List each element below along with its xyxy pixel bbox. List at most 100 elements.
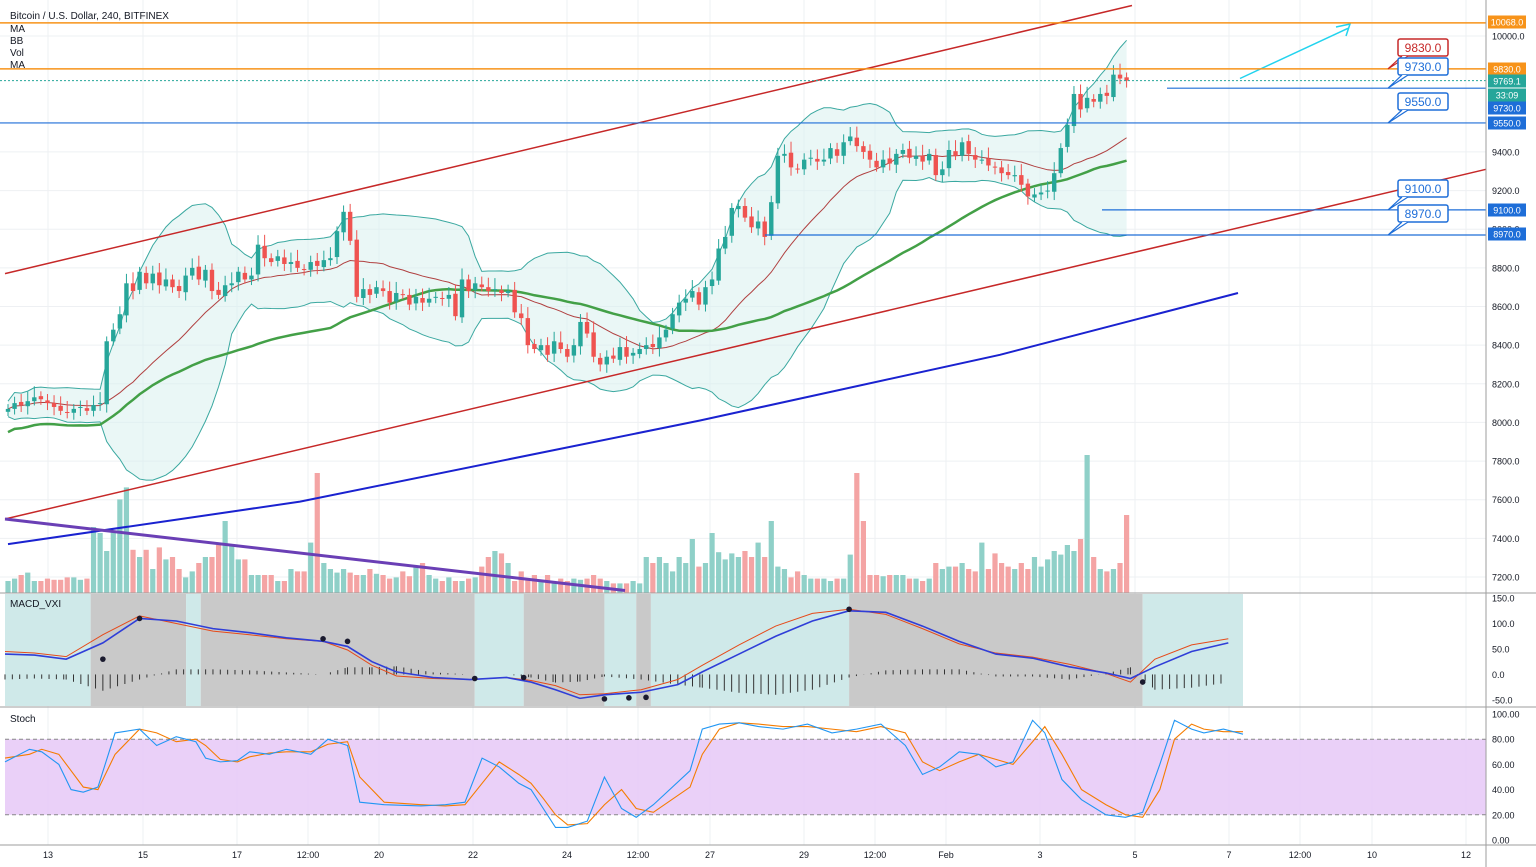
candle-body [453, 293, 458, 317]
candle-body [446, 294, 452, 299]
volume-bar [597, 578, 603, 593]
volume-bar [551, 583, 557, 593]
volume-bar [1110, 569, 1117, 593]
macd-shade-3 [200, 594, 475, 706]
price-tag-3: 33:09 [1496, 91, 1519, 101]
volume-bar [643, 557, 649, 593]
candle-body [282, 257, 287, 264]
volume-bar [1077, 539, 1084, 593]
volume-bar [788, 577, 794, 593]
indicator-bb[interactable]: BB [10, 36, 24, 47]
volume-bar [531, 575, 537, 593]
x-tick-2: 17 [232, 850, 242, 860]
candle-body [729, 207, 734, 236]
candle-body [78, 406, 83, 408]
macd-shade-8 [650, 594, 850, 706]
channel-upper [4, 4, 1133, 275]
candle-body [591, 332, 596, 357]
volume-bar [518, 571, 524, 593]
candle-body [229, 283, 234, 286]
volume-bar [406, 576, 412, 593]
candle-body [262, 245, 267, 259]
candle-body [117, 314, 123, 329]
price-tag-7: 8970.0 [1493, 230, 1521, 240]
candle-body [400, 294, 405, 296]
volume-bar [360, 575, 366, 593]
volume-bar [373, 573, 380, 593]
x-tick-3: 12:00 [297, 850, 320, 860]
volume-bar [1091, 557, 1097, 593]
volume-bar [150, 569, 156, 593]
volume-bar [735, 557, 741, 593]
macd-shade-7 [636, 594, 651, 706]
indicator-ma-2[interactable]: MA [10, 60, 25, 71]
volume-bar [209, 557, 215, 593]
price-tag-bg-2 [1488, 74, 1526, 88]
stoch-k-line [4, 719, 1244, 828]
macd-cross-8 [643, 694, 649, 701]
candle-body [887, 158, 892, 164]
candle-body [301, 269, 307, 271]
volume-bar [90, 527, 97, 593]
macd-shade-5 [523, 594, 605, 706]
volume-bar [334, 572, 340, 593]
candle-body [347, 211, 353, 241]
candle-body [374, 287, 379, 294]
volume-bar [380, 575, 386, 593]
volume-bar [716, 552, 722, 593]
candle-body [657, 337, 662, 349]
volume-bar [110, 530, 116, 593]
candle-body [1065, 124, 1070, 147]
volume-bar [959, 563, 965, 593]
candle-body [617, 347, 623, 360]
y-tick-12: 10000.0 [1492, 32, 1525, 42]
volume-bar [821, 578, 827, 593]
volume-bar [1025, 569, 1031, 593]
macd-y-tick-2: 50.0 [1492, 644, 1510, 654]
candle-body [32, 397, 37, 402]
candle-body [828, 148, 833, 159]
macd-y-tick-1: 100.0 [1492, 619, 1515, 629]
volume-bar [630, 581, 636, 593]
price-tag-4: 9730.0 [1493, 104, 1521, 114]
x-tick-9: 29 [799, 850, 809, 860]
volume-bar [479, 566, 485, 593]
volume-bar [163, 559, 169, 593]
volume-bar [913, 578, 919, 593]
volume-bar [229, 545, 235, 593]
macd-cross-9 [846, 606, 852, 613]
stoch-y-tick-3: 40.00 [1492, 785, 1515, 795]
macd-cross-3 [344, 638, 351, 645]
candle-body [663, 329, 669, 338]
indicator-ma-1[interactable]: MA [10, 24, 25, 35]
volume-bar [946, 566, 952, 593]
volume-bar [58, 579, 64, 593]
volume-bar [544, 575, 551, 593]
candle-body [512, 289, 517, 313]
volume-bar [176, 569, 182, 593]
volume-bar [683, 563, 689, 593]
volume-bar [5, 581, 11, 593]
x-tick-5: 22 [468, 850, 478, 860]
volume-bar [538, 581, 544, 593]
bollinger-upper [7, 39, 1127, 402]
volume-bar [308, 542, 314, 593]
volume-bar [262, 575, 268, 593]
candle-body [394, 292, 399, 302]
candle-body [413, 296, 419, 304]
volume-bar [275, 581, 281, 593]
volume-bar [327, 569, 334, 593]
candle-body [1071, 93, 1077, 127]
macd-lines: 150.0 100.0 50.0 0.0 -50.0 [4, 594, 1515, 705]
volume-bar [281, 581, 287, 593]
volume-bar [1012, 569, 1018, 593]
volume-bar [1018, 563, 1024, 593]
callout-box-3 [1397, 179, 1449, 198]
indicator-vol[interactable]: Vol [10, 48, 24, 59]
volume-bar [992, 553, 998, 593]
volume-bar [689, 539, 695, 593]
volume-bar [979, 542, 985, 593]
volume-bar [169, 557, 176, 593]
stoch-y-tick-2: 60.00 [1492, 760, 1515, 770]
